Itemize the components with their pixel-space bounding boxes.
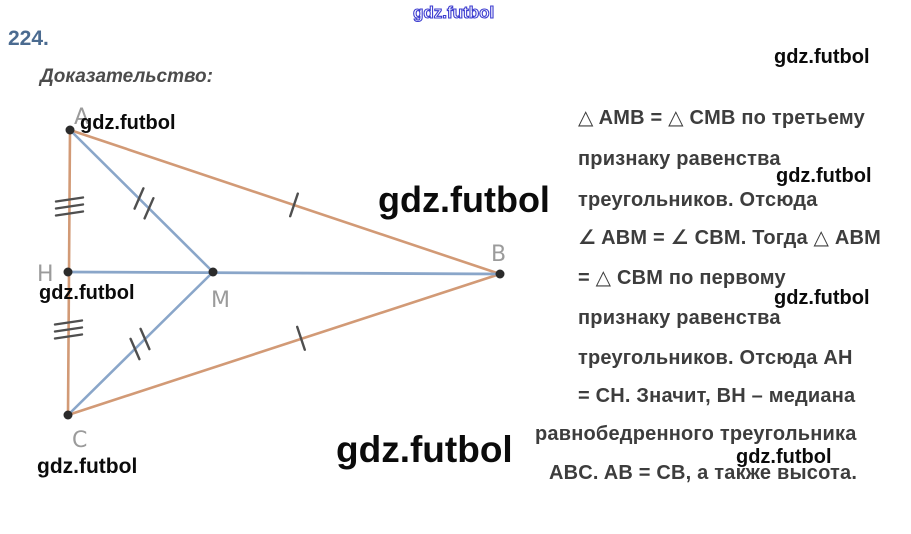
point-H — [63, 267, 73, 277]
tick-marks-CM — [129, 327, 151, 361]
problem-number: 224. — [8, 27, 49, 50]
segment-HB — [66, 270, 502, 276]
side-AC — [66, 128, 72, 417]
tick-mark-AB — [289, 192, 299, 218]
tick-mark-CB — [296, 325, 306, 351]
watermark-bottom-large: gdz.futbol — [336, 429, 513, 470]
tick-marks-AM — [133, 187, 155, 220]
label-B: B — [491, 242, 506, 267]
point-M — [208, 267, 218, 277]
watermark-center-large: gdz.futbol — [378, 179, 550, 220]
proof-line: треугольников. Отсюда AH — [578, 347, 853, 369]
proof-line: = △ CBM по первому — [578, 267, 786, 289]
proof-line: признаку равенства — [578, 148, 781, 170]
watermark-top-center: gdz.futbol — [412, 3, 495, 22]
proof-line: ABC. AB = CB, а также высота. — [549, 462, 858, 484]
label-C: C — [72, 428, 87, 453]
point-C — [63, 410, 73, 420]
segment-AM — [68, 128, 215, 274]
watermark-right-4: gdz.futbol — [736, 446, 832, 468]
watermark-right-1: gdz.futbol — [774, 46, 870, 68]
proof-line: = CH. Значит, BH – медиана — [578, 385, 856, 407]
watermark-near-h: gdz.futbol — [39, 282, 135, 304]
tick-marks-AH — [54, 196, 85, 217]
proof-line: равнобедренного треугольника — [535, 423, 857, 445]
watermark-right-2: gdz.futbol — [776, 165, 872, 187]
proof-line: признаку равенства — [578, 307, 781, 329]
watermark-near-c: gdz.futbol — [37, 455, 138, 478]
watermark-right-3: gdz.futbol — [774, 287, 870, 309]
point-B — [495, 269, 505, 279]
proof-heading: Доказательство: — [40, 66, 213, 87]
proof-line: треугольников. Отсюда — [578, 189, 818, 211]
watermark-near-a: gdz.futbol — [80, 112, 176, 134]
tick-marks-HC — [53, 319, 84, 340]
proof-line: ∠ ABM = ∠ CBM. Тогда △ ABM — [578, 227, 882, 249]
label-M: M — [211, 288, 230, 313]
point-A — [65, 125, 75, 135]
proof-line: △ AMB = △ CMB по третьему — [578, 107, 865, 129]
